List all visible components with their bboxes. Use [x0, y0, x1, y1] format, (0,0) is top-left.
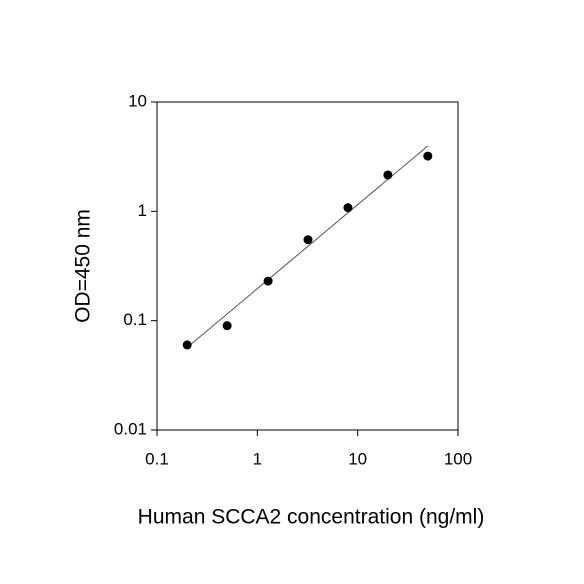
y-tick-label: 0.01	[114, 419, 147, 438]
data-point	[182, 340, 192, 350]
data-point	[383, 170, 393, 180]
x-tick-label: 10	[348, 449, 367, 468]
fit-line	[186, 145, 429, 348]
y-tick-label: 10	[128, 91, 147, 110]
data-point	[263, 276, 273, 286]
x-tick-label: 100	[444, 449, 472, 468]
x-tick-label: 1	[253, 449, 262, 468]
data-point	[423, 151, 433, 161]
x-tick-label: 0.1	[145, 449, 169, 468]
data-point	[343, 203, 353, 213]
y-axis-title: OD=450 nm	[72, 209, 95, 323]
y-tick-label: 0.1	[123, 310, 147, 329]
plot-frame	[156, 101, 459, 431]
x-axis-title: Human SCCA2 concentration (ng/ml)	[138, 506, 485, 529]
data-point	[303, 235, 313, 245]
y-tick-label: 1	[138, 201, 147, 220]
data-point	[222, 321, 232, 331]
